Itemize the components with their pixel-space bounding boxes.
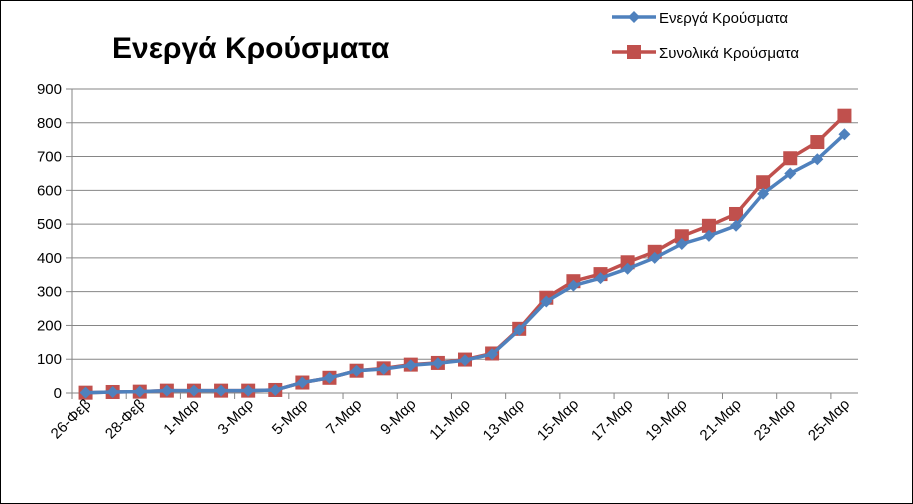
data-point-diamond	[648, 251, 661, 264]
series-line-1	[85, 114, 846, 395]
y-tick-label: 0	[54, 385, 62, 402]
data-point-diamond	[404, 359, 417, 372]
x-tick-label: 23-Μαρ	[751, 396, 799, 444]
data-point-diamond	[567, 279, 580, 292]
y-tick-label: 200	[37, 317, 62, 334]
legend-marker-diamond	[628, 11, 640, 23]
data-point-diamond	[133, 385, 146, 398]
data-point-diamond	[621, 262, 634, 275]
data-point-diamond	[730, 219, 743, 232]
legend-item-active: Ενεργά Κρούσματα	[612, 10, 788, 27]
legend-item-total: Συνολικά Κρούσματα	[612, 45, 799, 62]
data-point-diamond	[296, 376, 309, 389]
y-tick-label: 300	[37, 284, 62, 301]
data-point-diamond	[269, 383, 282, 396]
data-point-diamond	[486, 348, 499, 361]
data-point-diamond	[838, 128, 851, 141]
data-point-square	[810, 135, 825, 150]
data-point-diamond	[215, 384, 228, 397]
data-point-diamond	[242, 384, 255, 397]
legend-label-active: Ενεργά Κρούσματα	[659, 10, 788, 27]
chart-title: Ενεργά Κρούσματα	[112, 32, 390, 65]
data-point-diamond	[187, 384, 200, 397]
y-tick-label: 800	[37, 115, 62, 132]
y-tick-label: 900	[37, 81, 62, 98]
y-tick-label: 100	[37, 351, 62, 368]
legend: Ενεργά Κρούσματα Συνολικά Κρούσματα	[612, 10, 799, 62]
data-point-diamond	[540, 295, 553, 308]
data-point-diamond	[757, 187, 770, 200]
x-tick-label: 28-Φεβ	[102, 396, 149, 443]
y-tick-label: 500	[37, 216, 62, 233]
data-point-square	[729, 206, 744, 221]
x-tick-label: 21-Μαρ	[697, 396, 745, 444]
x-tick-label: 25-Μαρ	[805, 396, 853, 444]
data-point-diamond	[811, 153, 824, 166]
data-point-square	[783, 151, 798, 166]
x-tick-label: 19-Μαρ	[642, 396, 690, 444]
data-point-diamond	[350, 364, 363, 377]
data-point-square	[837, 108, 852, 123]
data-point-diamond	[431, 357, 444, 370]
data-point-diamond	[702, 229, 715, 242]
series-layer	[78, 108, 852, 400]
x-tick-label: 7-Μαρ	[323, 396, 365, 438]
x-tick-label: 11-Μαρ	[426, 396, 474, 444]
x-tick-label: 15-Μαρ	[534, 396, 582, 444]
data-point-diamond	[323, 371, 336, 384]
legend-label-total: Συνολικά Κρούσματα	[659, 45, 799, 62]
data-point-square	[756, 175, 771, 190]
x-tick-label: 1-Μαρ	[160, 396, 202, 438]
data-point-diamond	[160, 384, 173, 397]
gridlines	[72, 88, 858, 360]
data-point-diamond	[106, 385, 119, 398]
y-tick-label: 700	[37, 149, 62, 166]
data-point-diamond	[784, 167, 797, 180]
x-tick-label: 26-Φεβ	[48, 396, 95, 443]
data-point-diamond	[459, 354, 471, 367]
y-tick-label: 400	[37, 250, 62, 267]
x-tick-label: 3-Μαρ	[215, 396, 257, 438]
data-point-diamond	[513, 323, 526, 336]
data-point-diamond	[79, 386, 92, 399]
data-point-square	[674, 229, 689, 244]
x-tick-label: 13-Μαρ	[480, 396, 528, 444]
x-tick-label: 17-Μαρ	[588, 396, 636, 444]
data-point-diamond	[377, 363, 390, 376]
data-point-diamond	[675, 238, 688, 251]
legend-marker-square	[627, 45, 641, 59]
axes	[66, 88, 858, 399]
x-tick-label: 9-Μαρ	[377, 396, 419, 438]
y-tick-label: 600	[37, 182, 62, 199]
x-tick-label: 5-Μαρ	[269, 396, 311, 438]
data-point-square	[701, 218, 716, 233]
data-point-diamond	[594, 272, 607, 285]
